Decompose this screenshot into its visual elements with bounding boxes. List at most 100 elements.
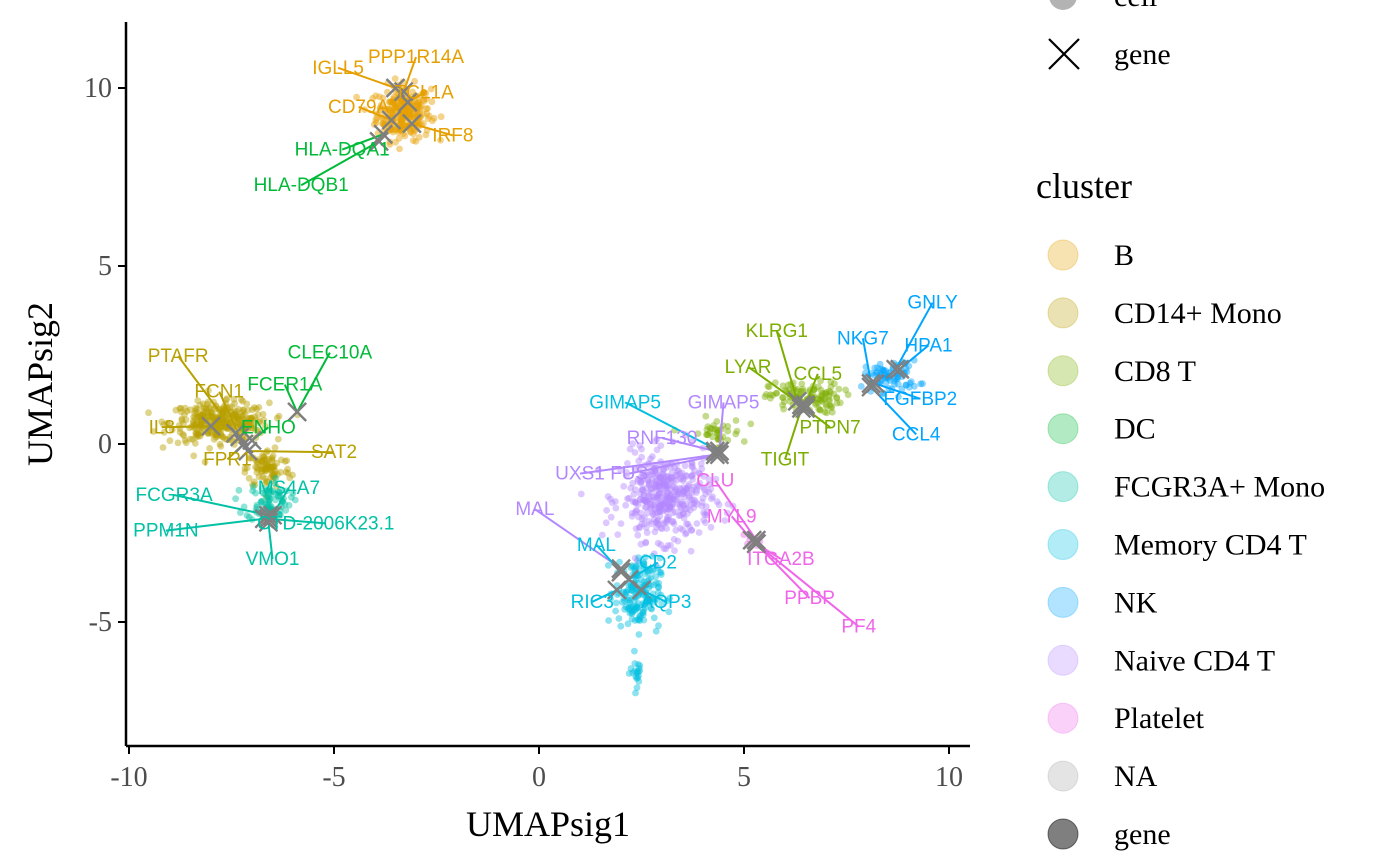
cell-point <box>269 463 277 471</box>
cell-point <box>665 475 672 483</box>
cell-point <box>690 500 697 508</box>
cell-point <box>816 406 824 414</box>
cell-point <box>230 412 238 419</box>
cell-point <box>705 476 713 484</box>
cell-point <box>642 498 650 505</box>
cell-point <box>209 430 217 438</box>
cell-point <box>230 411 238 419</box>
gene-label: PPP1R14A <box>368 47 464 68</box>
cell-point <box>669 495 677 503</box>
cell-point <box>635 672 642 680</box>
cell-point <box>703 509 711 517</box>
cell-point <box>652 573 660 581</box>
cell-point <box>615 615 623 622</box>
cell-point <box>704 431 712 438</box>
y-tick-label: 10 <box>84 73 112 104</box>
cell-point <box>207 412 214 419</box>
legend-label: CD14+ Mono <box>1114 297 1282 330</box>
cell-point <box>636 667 644 675</box>
cell-point <box>658 489 666 497</box>
cell-point <box>265 500 273 508</box>
cell-point <box>650 581 657 589</box>
cell-point <box>392 104 400 111</box>
cell-point <box>703 426 711 434</box>
legend-label: DC <box>1114 413 1156 446</box>
legend-cell-symbol <box>1049 0 1077 10</box>
cell-point <box>643 496 651 504</box>
cell-point <box>379 120 386 128</box>
cell-point <box>656 508 664 515</box>
cell-point <box>680 490 688 498</box>
cell-point <box>255 404 263 411</box>
cell-point <box>661 480 668 488</box>
gene-marker <box>381 110 402 130</box>
gene-connector <box>165 517 265 532</box>
cell-point <box>682 529 690 537</box>
cell-point <box>827 383 835 391</box>
cell-point <box>891 380 898 388</box>
cell-point <box>658 600 666 608</box>
cell-point <box>612 599 620 607</box>
cell-point <box>218 418 226 426</box>
cell-point <box>657 473 664 481</box>
cell-point <box>663 482 671 490</box>
cell-point <box>216 440 224 448</box>
cell-point <box>812 400 820 407</box>
cell-point <box>235 486 243 494</box>
cell-point <box>662 505 669 513</box>
cell-point <box>715 501 723 509</box>
cell-point <box>270 465 278 473</box>
cell-point <box>223 395 231 403</box>
cell-point <box>636 612 643 620</box>
gene-connector <box>267 522 274 560</box>
cell-point <box>196 413 204 420</box>
cell-point <box>401 132 409 140</box>
cell-point <box>674 493 681 501</box>
cell-point <box>657 502 664 510</box>
cell-point <box>637 479 645 487</box>
cell-point <box>659 507 667 515</box>
cell-point <box>680 493 688 501</box>
cell-point <box>250 483 257 491</box>
gene-label: MYL9 <box>707 506 757 527</box>
cell-point <box>815 383 822 391</box>
cell-point <box>192 433 200 441</box>
cell-point <box>238 413 245 420</box>
cell-point <box>677 486 684 493</box>
cell-point <box>663 473 670 480</box>
cell-point <box>626 597 634 604</box>
cell-point <box>651 528 659 536</box>
cell-point <box>612 607 619 615</box>
cell-point <box>661 494 669 502</box>
cell-point <box>637 540 645 548</box>
cell-point <box>649 596 657 603</box>
cell-point <box>624 605 632 613</box>
cell-point <box>825 392 833 400</box>
cell-point <box>835 385 843 393</box>
cell-point <box>647 500 654 508</box>
cell-point <box>699 494 707 502</box>
gene-connector <box>775 330 799 402</box>
cell-point <box>663 516 671 524</box>
cell-point <box>201 458 209 466</box>
gene-label: TIGIT <box>761 449 810 470</box>
cell-point <box>234 413 241 421</box>
cell-point <box>244 422 251 429</box>
cell-point <box>650 614 658 622</box>
cell-point <box>724 436 732 444</box>
cell-point <box>388 104 395 112</box>
cell-point <box>209 414 217 422</box>
gene-label: RIC3 <box>571 592 614 613</box>
cell-point <box>653 517 661 525</box>
cell-point <box>275 489 283 496</box>
cell-point <box>623 469 630 476</box>
cell-point <box>873 368 881 376</box>
legend-swatch <box>1047 471 1079 503</box>
gene-label: GNLY <box>907 293 958 314</box>
gene-connector <box>661 437 716 453</box>
cell-point <box>424 105 431 112</box>
cell-point <box>191 414 199 422</box>
cell-point <box>644 498 652 505</box>
cell-point <box>655 482 663 490</box>
cell-point <box>817 392 824 400</box>
